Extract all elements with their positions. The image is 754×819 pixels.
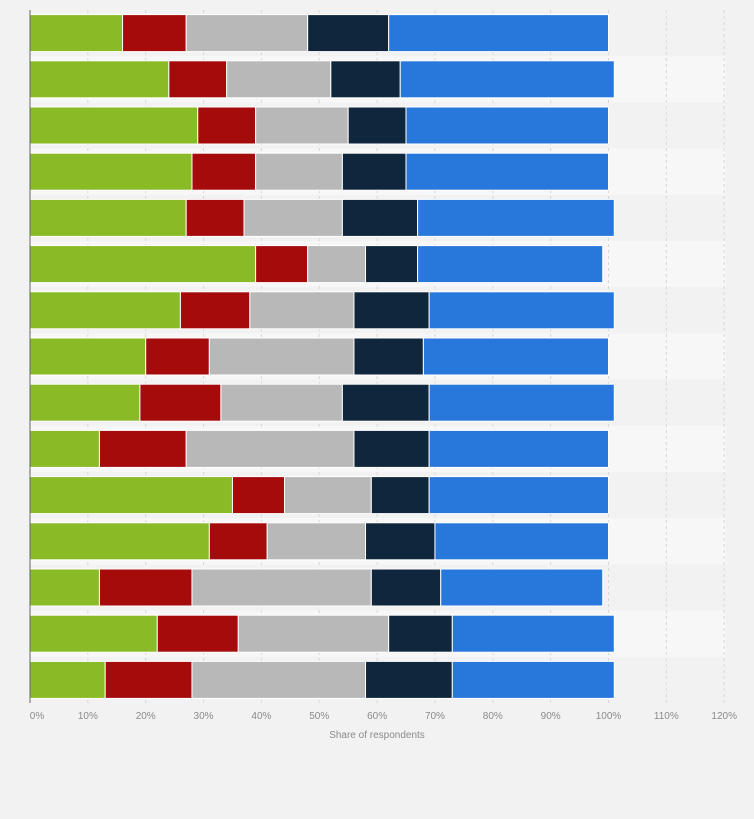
bar-segment-row3-series2[interactable] xyxy=(197,106,257,145)
bar-segment-row7-series1[interactable] xyxy=(29,291,181,330)
bar-segment-row10-series2[interactable] xyxy=(98,429,187,468)
bar-segment-row1-series5[interactable] xyxy=(388,14,610,53)
bar-segment-row12-series4[interactable] xyxy=(365,522,436,561)
bar-segment-row3-series4[interactable] xyxy=(347,106,407,145)
bar-segment-row7-series2[interactable] xyxy=(179,291,251,330)
bar-segment-row6-series4[interactable] xyxy=(365,245,419,284)
bar-segment-row15-series1[interactable] xyxy=(29,660,106,699)
bar-segment-row10-series3[interactable] xyxy=(185,429,355,468)
bar-segment-row15-series2[interactable] xyxy=(104,660,193,699)
bar-segment-row3-series5[interactable] xyxy=(405,106,609,145)
bar-segment-row2-series5[interactable] xyxy=(399,60,615,99)
x-tick-label: 120% xyxy=(711,711,737,722)
bar-segment-row9-series3[interactable] xyxy=(220,383,343,422)
x-tick-label: 100% xyxy=(596,711,622,722)
bar-segment-row4-series3[interactable] xyxy=(255,152,343,191)
bar-segment-row15-series4[interactable] xyxy=(365,660,453,699)
bar-segment-row2-series1[interactable] xyxy=(29,60,170,99)
bar-segment-row2-series3[interactable] xyxy=(226,60,332,99)
bar-segment-row3-series3[interactable] xyxy=(255,106,349,145)
bar-segment-row11-series4[interactable] xyxy=(370,476,430,515)
x-tick-label: 30% xyxy=(194,711,214,722)
bar-segment-row4-series4[interactable] xyxy=(341,152,407,191)
bar-segment-row12-series5[interactable] xyxy=(434,522,610,561)
x-tick-label: 110% xyxy=(654,711,679,722)
bar-segment-row13-series2[interactable] xyxy=(98,568,193,607)
bar-segment-row9-series5[interactable] xyxy=(428,383,615,422)
bar-segment-row12-series1[interactable] xyxy=(29,522,210,561)
bar-segment-row1-series3[interactable] xyxy=(185,14,309,53)
bar-segment-row5-series3[interactable] xyxy=(243,198,343,237)
bar-segment-row11-series3[interactable] xyxy=(284,476,372,515)
bar-segment-row14-series5[interactable] xyxy=(451,614,615,653)
bar-segment-row14-series4[interactable] xyxy=(388,614,453,653)
x-tick-label: 40% xyxy=(251,711,271,722)
bar-segment-row8-series5[interactable] xyxy=(422,337,609,376)
bar-segment-row1-series4[interactable] xyxy=(307,14,390,53)
bar-segment-row10-series5[interactable] xyxy=(428,429,610,468)
bar-segment-row9-series4[interactable] xyxy=(341,383,430,422)
bar-segment-row12-series3[interactable] xyxy=(266,522,367,561)
bar-segment-row8-series1[interactable] xyxy=(29,337,147,376)
x-tick-label: 0% xyxy=(30,711,45,722)
bar-segment-row15-series5[interactable] xyxy=(451,660,615,699)
bar-segment-row10-series4[interactable] xyxy=(353,429,430,468)
bar-segment-row11-series1[interactable] xyxy=(29,476,233,515)
bar-segment-row13-series1[interactable] xyxy=(29,568,100,607)
bar-segment-row13-series4[interactable] xyxy=(370,568,442,607)
bar-segment-row12-series2[interactable] xyxy=(208,522,268,561)
bar-segment-row14-series1[interactable] xyxy=(29,614,158,653)
bar-segment-row4-series1[interactable] xyxy=(29,152,193,191)
bar-segment-row1-series1[interactable] xyxy=(29,14,124,53)
bar-segment-row3-series1[interactable] xyxy=(29,106,199,145)
x-tick-label: 80% xyxy=(483,711,503,722)
bar-segment-row6-series2[interactable] xyxy=(255,245,309,284)
bar-segment-row8-series3[interactable] xyxy=(208,337,355,376)
x-tick-label: 90% xyxy=(541,711,561,722)
bar-segment-row5-series4[interactable] xyxy=(341,198,419,237)
bar-segment-row10-series1[interactable] xyxy=(29,429,100,468)
x-tick-label: 50% xyxy=(309,711,329,722)
bar-segment-row6-series3[interactable] xyxy=(307,245,367,284)
bar-segment-row6-series1[interactable] xyxy=(29,245,257,284)
bar-segment-row11-series2[interactable] xyxy=(231,476,286,515)
bar-segment-row13-series3[interactable] xyxy=(191,568,372,607)
x-tick-label: 70% xyxy=(425,711,445,722)
bar-segment-row9-series1[interactable] xyxy=(29,383,141,422)
x-tick-label: 60% xyxy=(367,711,387,722)
bar-segment-row7-series3[interactable] xyxy=(249,291,355,330)
x-tick-label: 10% xyxy=(78,711,98,722)
bar-segment-row5-series1[interactable] xyxy=(29,198,187,237)
x-tick-label: 20% xyxy=(136,711,156,722)
bar-segment-row15-series3[interactable] xyxy=(191,660,367,699)
bar-segment-row8-series2[interactable] xyxy=(145,337,210,376)
bar-segment-row1-series2[interactable] xyxy=(122,14,187,53)
bar-segment-row14-series2[interactable] xyxy=(156,614,239,653)
bar-segment-row5-series5[interactable] xyxy=(417,198,615,237)
bar-segment-row14-series3[interactable] xyxy=(237,614,390,653)
bar-segment-row2-series4[interactable] xyxy=(330,60,401,99)
bar-segment-row4-series2[interactable] xyxy=(191,152,257,191)
bar-segment-row6-series5[interactable] xyxy=(417,245,604,284)
bar-segment-row7-series4[interactable] xyxy=(353,291,430,330)
x-axis-label: Share of respondents xyxy=(329,730,425,741)
bar-segment-row5-series2[interactable] xyxy=(185,198,245,237)
bar-segment-row2-series2[interactable] xyxy=(168,60,228,99)
bar-segment-row7-series5[interactable] xyxy=(428,291,615,330)
bar-segment-row8-series4[interactable] xyxy=(353,337,424,376)
bar-segment-row9-series2[interactable] xyxy=(139,383,222,422)
bar-segment-row4-series5[interactable] xyxy=(405,152,609,191)
bar-segment-row13-series5[interactable] xyxy=(440,568,604,607)
bar-segment-row11-series5[interactable] xyxy=(428,476,610,515)
